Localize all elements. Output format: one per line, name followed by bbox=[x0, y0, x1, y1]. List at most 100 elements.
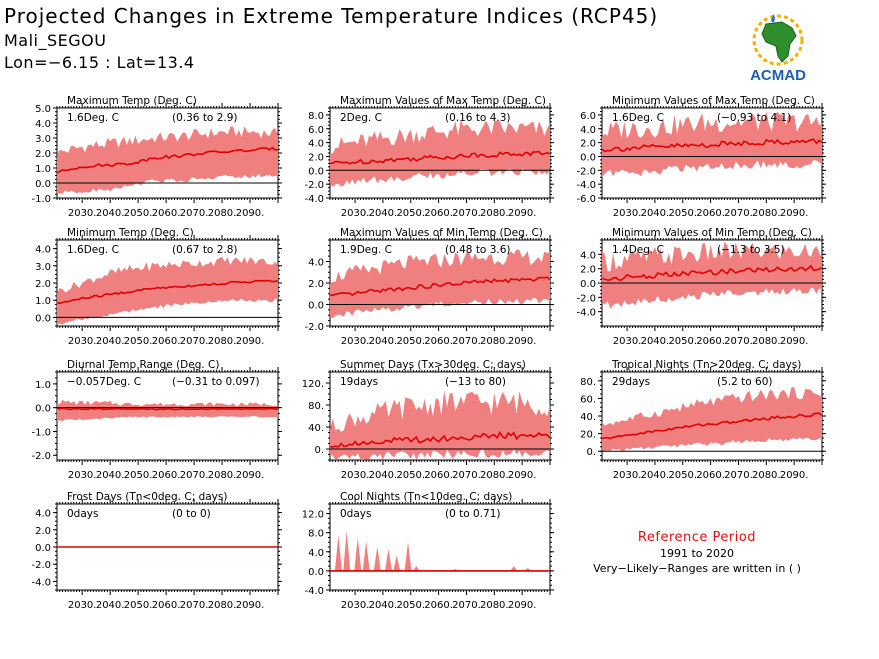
y-tick-label: 0.0 bbox=[35, 179, 51, 190]
y-tick-label: 80. bbox=[580, 377, 596, 388]
x-tick-label: 2040. bbox=[96, 208, 125, 219]
chart-title: Frost Days (Tn<0deg. C; days) bbox=[67, 491, 227, 503]
chart-panel: -4.0 -2.0 0.0 2.0 4.0 2030. 2040. 2050. 2060. 207… bbox=[576, 227, 826, 347]
x-tick-label: 2060. bbox=[424, 336, 453, 347]
y-tick-label: -2.0 bbox=[304, 322, 324, 333]
chart-summary: 19days bbox=[340, 376, 378, 388]
y-tick-label: 5.0 bbox=[35, 104, 51, 115]
chart-summary: 29days bbox=[612, 376, 650, 388]
likely-range-band bbox=[57, 399, 278, 422]
median-line bbox=[601, 264, 823, 281]
x-tick-label: 2060. bbox=[152, 336, 181, 347]
y-tick-label: 4.0 bbox=[308, 139, 324, 150]
x-tick-label: 2030. bbox=[613, 208, 642, 219]
y-tick-label: 4.0 bbox=[308, 258, 324, 269]
y-tick-label: 0.0 bbox=[580, 152, 596, 163]
chart-summary: 0days bbox=[67, 508, 98, 520]
x-tick-label: 2070. bbox=[724, 208, 753, 219]
x-tick-label: 2040. bbox=[369, 336, 398, 347]
chart-panel: 0.20.40.60.80.2030. 2040. 2050. 2060. 2070. 2… bbox=[580, 359, 826, 481]
y-tick-label: 4.0 bbox=[580, 250, 596, 261]
chart-range: (0.48 to 3.6) bbox=[445, 244, 511, 256]
y-tick-label: 0.0 bbox=[580, 279, 596, 290]
range-spike bbox=[334, 535, 342, 571]
y-tick-label: 0.0 bbox=[35, 543, 51, 554]
chart-range: (0.36 to 2.9) bbox=[172, 112, 238, 124]
x-tick-label: 2050. bbox=[668, 208, 697, 219]
median-line bbox=[56, 407, 278, 411]
x-tick-label: 2040. bbox=[369, 470, 398, 481]
x-tick-label: 2060. bbox=[424, 208, 453, 219]
chart-range: (−13 to 80) bbox=[445, 376, 506, 388]
x-tick-label: 2030. bbox=[341, 208, 370, 219]
page-title: Projected Changes in Extreme Temperature… bbox=[4, 4, 659, 28]
chart-panel: 0.0 1.0 2.0 3.0 4.0 2030. 2040. 2050. 2060. 2070.… bbox=[35, 227, 282, 347]
x-tick-label: 2070. bbox=[180, 600, 209, 611]
x-tick-label: 2040. bbox=[369, 600, 398, 611]
y-tick-label: 2.0 bbox=[308, 279, 324, 290]
likely-range-band bbox=[330, 390, 550, 461]
x-tick-label: 2060. bbox=[696, 208, 725, 219]
x-tick-label: 2070. bbox=[180, 208, 209, 219]
y-tick-label: 12.0 bbox=[302, 510, 324, 521]
coordinates-label: Lon=−6.15 : Lat=13.4 bbox=[4, 53, 195, 72]
y-tick-label: 1.0 bbox=[35, 164, 51, 175]
x-tick-label: 2040. bbox=[641, 470, 670, 481]
x-tick-label: 2080. bbox=[480, 600, 509, 611]
x-tick-label: 2080. bbox=[208, 600, 237, 611]
y-tick-label: -2.0 bbox=[304, 180, 324, 191]
logo-text: ACMAD bbox=[750, 67, 806, 84]
x-tick-label: 2050. bbox=[668, 470, 697, 481]
chart-range: (0.16 to 4.3) bbox=[445, 112, 511, 124]
x-tick-label: 2060. bbox=[152, 600, 181, 611]
x-tick-label: 2080. bbox=[752, 336, 781, 347]
range-spike bbox=[393, 555, 401, 571]
reference-period-box: Reference Period 1991 to 2020 Very−Likel… bbox=[588, 530, 806, 575]
y-tick-label: 4.0 bbox=[35, 509, 51, 520]
median-line bbox=[329, 431, 551, 448]
median-line bbox=[601, 138, 823, 153]
y-tick-label: -2.0 bbox=[31, 560, 51, 571]
chart-summary: 1.4Deg. C bbox=[612, 244, 664, 256]
x-tick-label: 2040. bbox=[641, 208, 670, 219]
x-tick-label: 2070. bbox=[180, 470, 209, 481]
y-tick-label: 80. bbox=[308, 401, 324, 412]
range-spike bbox=[510, 566, 518, 571]
x-tick-label: 2050. bbox=[396, 600, 425, 611]
chart-summary: −0.057Deg. C bbox=[67, 376, 141, 388]
x-tick-label: 2080. bbox=[208, 470, 237, 481]
chart-title: Minimum Values of Max Temp (Deg. C) bbox=[612, 95, 815, 107]
y-tick-label: 120. bbox=[302, 379, 324, 390]
likely-range-band bbox=[602, 111, 822, 178]
chart-range: (−1.3 to 3.5) bbox=[717, 244, 785, 256]
range-spike bbox=[412, 566, 420, 571]
x-tick-label: 2090. bbox=[780, 336, 809, 347]
y-tick-label: -6.0 bbox=[576, 194, 596, 205]
chart-summary: 1.6Deg. C bbox=[67, 244, 119, 256]
x-tick-label: 2090. bbox=[236, 600, 265, 611]
chart-title: Minimum Values of Min Temp (Deg. C) bbox=[612, 227, 812, 239]
median-line bbox=[601, 412, 823, 440]
y-tick-label: 8.0 bbox=[308, 111, 324, 122]
chart-title: Minimum Temp (Deg. C) bbox=[67, 227, 194, 239]
median-line bbox=[56, 279, 279, 305]
x-tick-label: 2030. bbox=[68, 470, 97, 481]
x-tick-label: 2070. bbox=[724, 336, 753, 347]
x-tick-label: 2030. bbox=[341, 470, 370, 481]
x-tick-label: 2030. bbox=[341, 336, 370, 347]
likely-range-band bbox=[57, 256, 278, 325]
y-tick-label: -2.0 bbox=[576, 293, 596, 304]
y-tick-label: 2.0 bbox=[580, 265, 596, 276]
x-tick-label: 2040. bbox=[369, 208, 398, 219]
x-tick-label: 2050. bbox=[124, 470, 153, 481]
location-label: Mali_SEGOU bbox=[4, 31, 107, 50]
y-tick-label: 2.0 bbox=[35, 279, 51, 290]
median-line bbox=[56, 146, 279, 174]
x-tick-label: 2060. bbox=[696, 470, 725, 481]
x-tick-label: 2080. bbox=[480, 470, 509, 481]
y-tick-label: 0.0 bbox=[35, 313, 51, 324]
